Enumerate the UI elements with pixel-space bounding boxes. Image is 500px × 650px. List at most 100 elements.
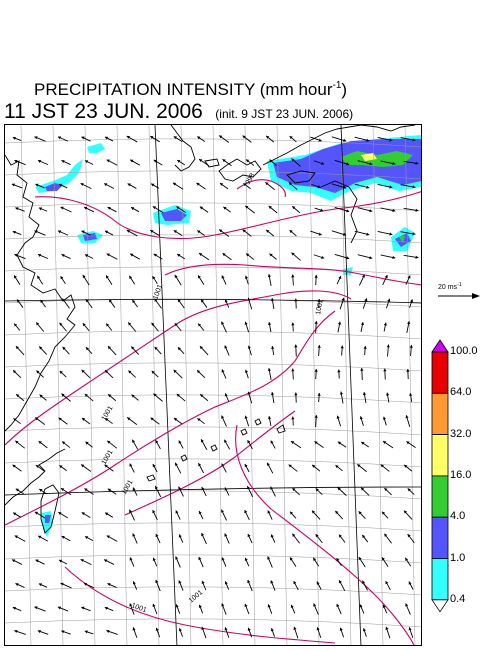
wind-arrow bbox=[315, 488, 323, 495]
isobar bbox=[64, 566, 336, 644]
reference-wind-text: 20 ms bbox=[438, 284, 458, 291]
wind-arrow bbox=[81, 512, 91, 518]
wind-arrow bbox=[197, 275, 205, 285]
wind-arrow bbox=[267, 274, 272, 286]
wind-arrow bbox=[357, 254, 373, 260]
wind-arrow bbox=[196, 182, 206, 190]
wind-arrow bbox=[270, 392, 275, 403]
wind-arrow bbox=[338, 534, 346, 543]
wind-arrow bbox=[218, 135, 230, 143]
wind-arrow bbox=[104, 464, 114, 472]
wind-arrow bbox=[315, 533, 323, 544]
wind-arrow bbox=[359, 604, 365, 614]
wind-arrow bbox=[386, 344, 390, 357]
grid-meridian bbox=[84, 125, 96, 645]
wind-arrow bbox=[244, 463, 250, 473]
wind-arrow bbox=[173, 135, 183, 143]
wind-arrow bbox=[152, 463, 158, 473]
wind-arrow bbox=[381, 557, 389, 567]
wind-arrow bbox=[82, 322, 90, 332]
wind-arrow bbox=[405, 603, 411, 615]
wind-arrow bbox=[128, 275, 136, 285]
wind-arrow bbox=[317, 344, 321, 357]
wind-arrow bbox=[222, 158, 232, 167]
wind-arrow bbox=[288, 464, 298, 472]
wind-arrow bbox=[107, 345, 117, 356]
wind-arrow bbox=[224, 627, 230, 638]
wind-arrow bbox=[334, 159, 350, 166]
wind-arrow bbox=[85, 298, 93, 309]
wind-arrow bbox=[34, 511, 46, 519]
wind-arrow bbox=[381, 511, 389, 519]
wind-arrow bbox=[155, 627, 161, 638]
precip-area-blue bbox=[83, 233, 97, 241]
grid-parallel bbox=[5, 170, 421, 180]
wind-arrow bbox=[83, 206, 95, 213]
wind-arrow bbox=[153, 159, 163, 166]
wind-arrow bbox=[62, 346, 70, 355]
wind-arrow bbox=[314, 274, 318, 286]
wind-arrow bbox=[61, 441, 71, 448]
wind-arrow bbox=[224, 533, 230, 544]
wind-arrow bbox=[151, 322, 159, 332]
wind-arrow bbox=[201, 626, 207, 639]
wind-arrow bbox=[84, 488, 94, 495]
wind-arrow bbox=[129, 463, 135, 473]
major-parallel bbox=[5, 299, 421, 304]
wind-arrow bbox=[244, 275, 249, 285]
reference-wind-vector bbox=[438, 293, 480, 299]
wind-arrow bbox=[40, 299, 46, 308]
init-time: (init. 9 JST 23 JUN. 2006) bbox=[215, 107, 354, 121]
wind-arrow bbox=[38, 440, 48, 449]
wind-arrow bbox=[132, 487, 138, 496]
wind-arrow bbox=[339, 297, 345, 310]
wind-arrow bbox=[132, 299, 138, 308]
wind-arrow bbox=[400, 184, 416, 189]
wind-arrow bbox=[38, 583, 48, 588]
time-line: 11 JST 23 JUN. 2006 (init. 9 JST 23 JUN.… bbox=[4, 100, 353, 124]
wind-arrow bbox=[35, 322, 45, 332]
wind-arrow bbox=[201, 486, 207, 497]
wind-arrow bbox=[363, 345, 367, 356]
wind-arrow bbox=[177, 298, 185, 309]
ryukyu-island bbox=[276, 424, 286, 434]
wind-arrow bbox=[126, 135, 138, 143]
wind-arrow bbox=[103, 559, 115, 565]
colorbar-segment bbox=[431, 475, 449, 518]
wind-arrow bbox=[382, 440, 394, 449]
wind-arrow bbox=[155, 579, 161, 592]
wind-arrow bbox=[408, 581, 414, 590]
wind-arrow bbox=[155, 533, 161, 544]
wind-arrow bbox=[331, 183, 347, 189]
wind-arrow bbox=[155, 439, 161, 450]
wind-arrow bbox=[313, 603, 319, 615]
wind-arrow bbox=[104, 369, 114, 379]
wind-arrow bbox=[242, 135, 252, 143]
wind-arrow bbox=[331, 230, 347, 236]
wind-arrow bbox=[153, 253, 163, 260]
wind-arrow bbox=[57, 136, 69, 142]
wind-arrow bbox=[15, 583, 25, 588]
wind-arrow bbox=[312, 557, 320, 567]
wind-arrow bbox=[106, 629, 118, 635]
wind-arrow bbox=[313, 254, 325, 259]
colorbar-level-label: 64.0 bbox=[450, 386, 472, 399]
wind-arrow bbox=[336, 603, 342, 615]
wind-arrow bbox=[314, 207, 324, 212]
title-exponent: -1 bbox=[332, 80, 342, 91]
wind-arrow bbox=[106, 253, 118, 260]
colorbar-segment bbox=[431, 392, 449, 435]
wind-arrow bbox=[106, 159, 118, 166]
wind-arrow bbox=[60, 275, 66, 285]
grid-meridian bbox=[404, 125, 416, 645]
wind-arrow bbox=[173, 369, 183, 379]
wind-arrow bbox=[197, 230, 205, 236]
wind-arrow bbox=[57, 606, 69, 612]
wind-arrow bbox=[361, 441, 369, 448]
wind-arrow bbox=[106, 440, 118, 449]
coastline-japan-honshu bbox=[262, 125, 416, 166]
wind-arrow bbox=[108, 299, 116, 308]
wind-arrow bbox=[245, 159, 255, 166]
wind-arrow bbox=[152, 557, 158, 567]
